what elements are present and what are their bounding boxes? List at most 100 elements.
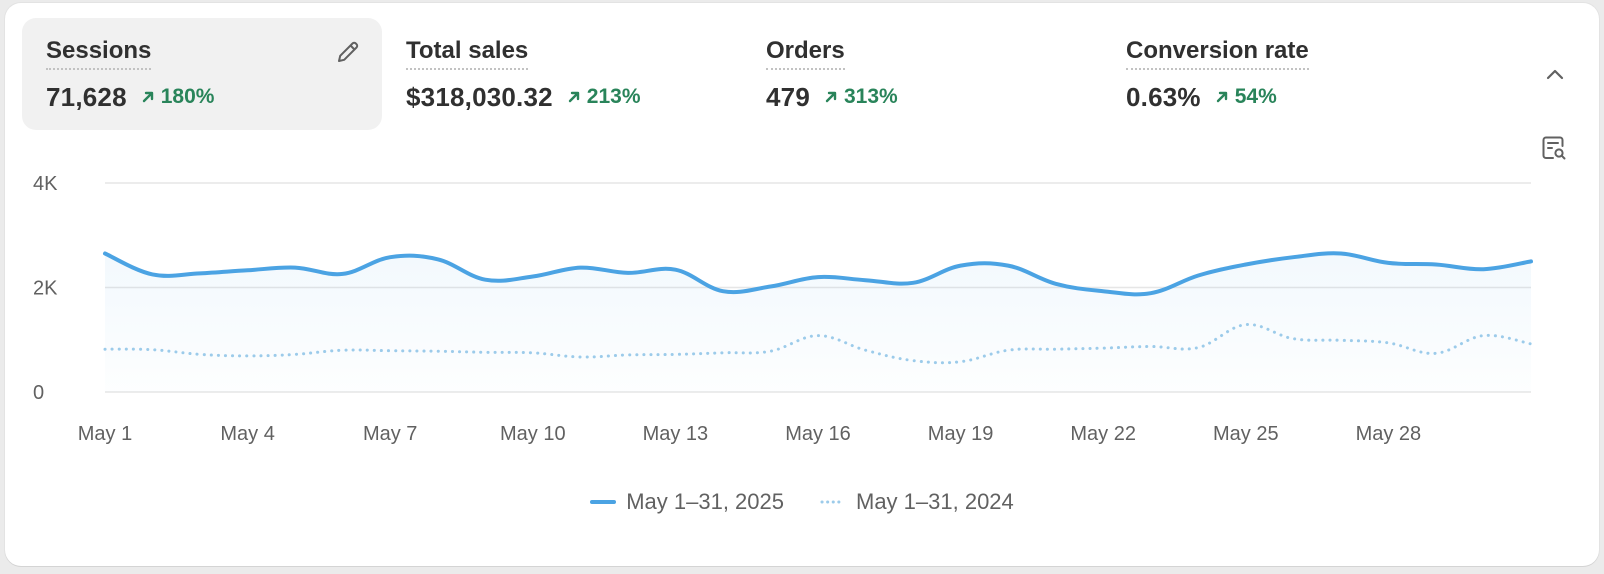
legend-item-current[interactable]: May 1–31, 2025 <box>590 489 784 515</box>
previous-data-point <box>483 350 487 354</box>
previous-data-point <box>388 349 392 353</box>
current-data-point <box>1196 273 1200 277</box>
current-data-point <box>1006 264 1010 268</box>
metric-label: Sessions <box>46 37 152 70</box>
previous-data-point <box>1149 345 1153 349</box>
x-tick-label: May 22 <box>1070 423 1136 445</box>
previous-data-point <box>1481 334 1485 338</box>
current-data-point <box>1386 261 1390 265</box>
previous-data-point <box>626 353 630 357</box>
current-period-line <box>103 251 1533 297</box>
previous-data-point <box>578 355 582 359</box>
x-tick-label: May 16 <box>785 423 851 445</box>
current-data-point <box>531 275 535 279</box>
current-data-point <box>864 278 868 282</box>
metric-label: Orders <box>766 37 845 70</box>
current-data-point <box>388 255 392 259</box>
legend-item-previous[interactable]: May 1–31, 2024 <box>820 489 1014 515</box>
current-data-point <box>1339 252 1343 256</box>
metric-change-value: 313% <box>843 85 898 108</box>
x-tick-label: May 28 <box>1356 423 1422 445</box>
current-data-point <box>1149 291 1153 295</box>
current-data-point <box>341 272 345 276</box>
metric-change-value: 213% <box>586 85 641 108</box>
current-data-point <box>1101 289 1105 293</box>
chevron-up-icon <box>1546 69 1564 80</box>
previous-data-point <box>1291 337 1295 341</box>
previous-data-point <box>1339 338 1343 342</box>
metric-value: 479 <box>766 81 810 112</box>
arrow-up-right-icon <box>568 91 579 103</box>
metric-value: 0.63% <box>1126 81 1201 112</box>
metric-change-value: 180% <box>160 85 215 108</box>
dotted-line-swatch-icon <box>820 500 846 504</box>
current-data-point <box>578 266 582 270</box>
current-data-point <box>198 271 202 275</box>
sessions-line-chart: 0 2K 4K May 1 May 4 May 7 May 10 May 13 May 16 Ma… <box>33 173 1533 445</box>
metric-tab-total-sales[interactable]: Total sales $318,030.32 213% <box>382 18 742 130</box>
previous-data-point <box>341 348 345 352</box>
legend-label: May 1–31, 2025 <box>626 489 784 514</box>
y-tick-label: 2K <box>33 278 58 300</box>
current-data-point <box>768 284 772 288</box>
edit-metric-button[interactable] <box>332 36 364 68</box>
metric-change: 313% <box>824 85 898 109</box>
current-data-point <box>816 275 820 279</box>
explore-report-button[interactable] <box>1537 131 1571 165</box>
current-data-point <box>293 266 297 270</box>
previous-data-point <box>911 359 915 363</box>
current-data-point <box>911 281 915 285</box>
metric-label: Conversion rate <box>1126 37 1309 70</box>
collapse-button[interactable] <box>1539 59 1571 91</box>
report-search-icon <box>1542 136 1566 160</box>
arrow-up-right-icon <box>1216 91 1227 103</box>
x-tick-label: May 4 <box>220 423 274 445</box>
metric-value: $318,030.32 <box>406 81 553 112</box>
current-data-point <box>103 252 107 256</box>
current-data-point <box>1291 255 1295 259</box>
current-data-point <box>1244 263 1248 267</box>
previous-data-point <box>1434 351 1438 355</box>
y-tick-label: 0 <box>33 382 44 404</box>
arrow-up-right-icon <box>142 91 153 103</box>
previous-data-point <box>198 352 202 356</box>
metric-change: 54% <box>1215 85 1277 109</box>
metric-tab-conversion-rate[interactable]: Conversion rate 0.63% 54% <box>1102 18 1462 130</box>
current-data-point <box>1529 259 1533 263</box>
current-data-point <box>436 257 440 261</box>
current-data-point <box>626 271 630 275</box>
previous-data-point <box>673 352 677 356</box>
previous-data-point <box>1529 342 1533 346</box>
current-data-point <box>959 264 963 268</box>
previous-data-point <box>293 352 297 356</box>
metric-tab-sessions[interactable]: Sessions 71,628 180% <box>22 18 382 130</box>
previous-data-point <box>768 349 772 353</box>
previous-data-point <box>1054 347 1058 351</box>
x-tick-label: May 25 <box>1213 423 1279 445</box>
arrow-up-right-icon <box>825 91 837 103</box>
previous-data-point <box>1244 323 1248 327</box>
previous-data-point <box>531 351 535 355</box>
previous-data-point <box>1196 346 1200 350</box>
legend-label: May 1–31, 2024 <box>856 489 1014 514</box>
y-tick-label: 4K <box>33 173 58 195</box>
current-data-point <box>673 268 677 272</box>
previous-period-line <box>103 323 1533 365</box>
solid-line-swatch-icon <box>590 500 617 504</box>
metric-change: 213% <box>567 85 641 109</box>
x-tick-label: May 1 <box>78 423 132 445</box>
current-data-point <box>483 278 487 282</box>
previous-data-point <box>103 347 107 351</box>
current-data-point <box>246 268 250 272</box>
previous-data-point <box>959 360 963 364</box>
current-data-point <box>1481 267 1485 271</box>
x-tick-label: May 13 <box>643 423 709 445</box>
current-series-area <box>105 253 1531 392</box>
metric-value: 71,628 <box>46 81 127 112</box>
x-tick-label: May 19 <box>928 423 994 445</box>
pencil-icon <box>338 41 359 62</box>
metric-tab-orders[interactable]: Orders 479 313% <box>742 18 1102 130</box>
current-data-point <box>1434 263 1438 267</box>
previous-data-point <box>721 351 725 355</box>
previous-data-point <box>1006 348 1010 352</box>
